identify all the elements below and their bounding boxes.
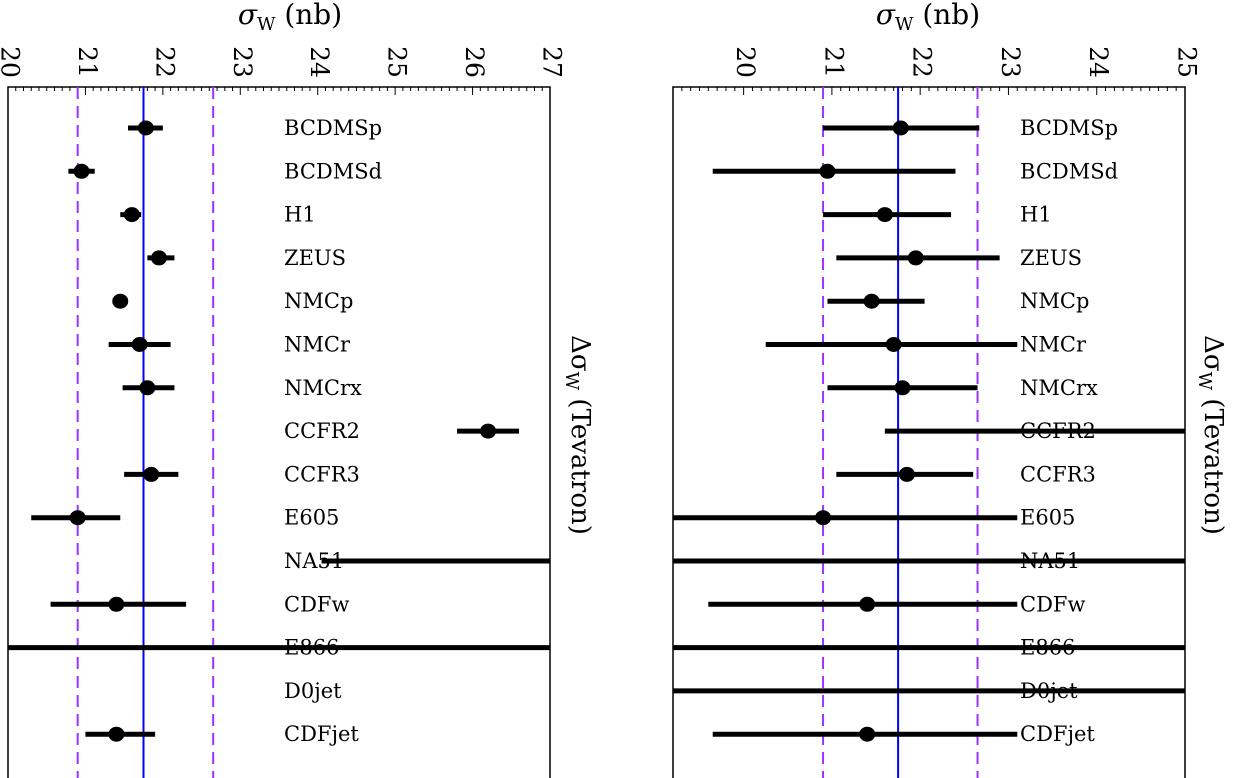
data-point [150,250,167,266]
x-tick-label: 25 [383,46,412,78]
category-label: CCFR2 [284,419,360,443]
x-axis-title: σW (nb) [238,0,342,35]
category-label: NMCr [284,333,351,357]
x-tick-label: 27 [538,46,567,78]
category-label: H1 [1020,203,1052,227]
category-label: BCDMSp [284,116,382,140]
side-label-tevatron: ΔσW (Tevatron) [1194,335,1228,535]
data-point [898,466,915,482]
data-point [112,293,129,309]
axis-title-subscript: W [895,14,914,35]
category-label: CDFw [284,592,349,616]
side-label-symbol: Δσ [1198,335,1228,372]
x-tick-label: 24 [305,46,334,78]
data-point [139,380,156,396]
side-label-subscript: W [561,372,582,391]
data-point [859,596,876,612]
category-label: CDFjet [1020,722,1095,746]
category-label: BCDMSp [1020,116,1118,140]
side-label-rest: (Tevatron) [565,390,595,535]
data-point [123,207,140,223]
x-tick-label: 23 [228,46,257,78]
x-tick-label: 22 [908,46,937,78]
data-point [69,510,86,526]
x-tick-label: 21 [73,46,102,78]
category-label: H1 [284,203,316,227]
axis-title-unit: (nb) [913,0,980,31]
category-label: E605 [284,506,339,530]
x-tick-label: 24 [1084,46,1113,78]
data-point [863,293,880,309]
category-label: D0jet [284,679,342,703]
x-tick-label: 26 [460,46,489,78]
data-point [885,337,902,352]
data-point [73,163,90,179]
data-point [815,510,832,526]
side-label-rest: (Tevatron) [1198,390,1228,535]
data-point [108,726,125,742]
data-point [894,380,911,396]
x-tick-label: 22 [150,46,179,78]
data-point [143,466,160,482]
category-label: BCDMSd [1020,159,1118,183]
data-point [131,337,148,352]
category-label: ZEUS [284,246,346,270]
side-label-subscript: W [1194,372,1215,391]
category-label: NMCr [1020,333,1087,357]
axis-title-subscript: W [257,14,276,35]
x-tick-label: 20 [731,46,760,78]
data-point [480,423,497,439]
category-label: CDFjet [284,722,359,746]
category-label: E605 [1020,506,1075,530]
x-tick-label: 23 [996,46,1025,78]
category-label: NMCrx [284,376,362,400]
x-tick-label: 20 [0,46,25,78]
x-axis-title: σW (nb) [876,0,980,35]
category-label: CCFR3 [284,462,360,486]
category-label: BCDMSd [284,159,382,183]
category-label: CDFw [1020,592,1085,616]
data-point [108,596,125,612]
category-label: NMCp [1020,289,1089,313]
category-label: NMCp [284,289,353,313]
category-label: ZEUS [1020,246,1082,270]
data-point [876,207,893,223]
side-label-tevatron: ΔσW (Tevatron) [561,335,595,535]
data-point [892,120,909,136]
side-label-symbol: Δσ [565,335,595,372]
data-point [137,120,154,136]
category-label: CCFR3 [1020,462,1096,486]
x-tick-label: 25 [1173,46,1202,78]
data-point [819,163,836,179]
data-point [859,726,876,742]
axis-title-symbol: σ [876,0,896,31]
data-point [907,250,924,266]
category-label: NMCrx [1020,376,1098,400]
axis-title-unit: (nb) [275,0,342,31]
x-tick-label: 21 [819,46,848,78]
axis-title-symbol: σ [238,0,258,31]
